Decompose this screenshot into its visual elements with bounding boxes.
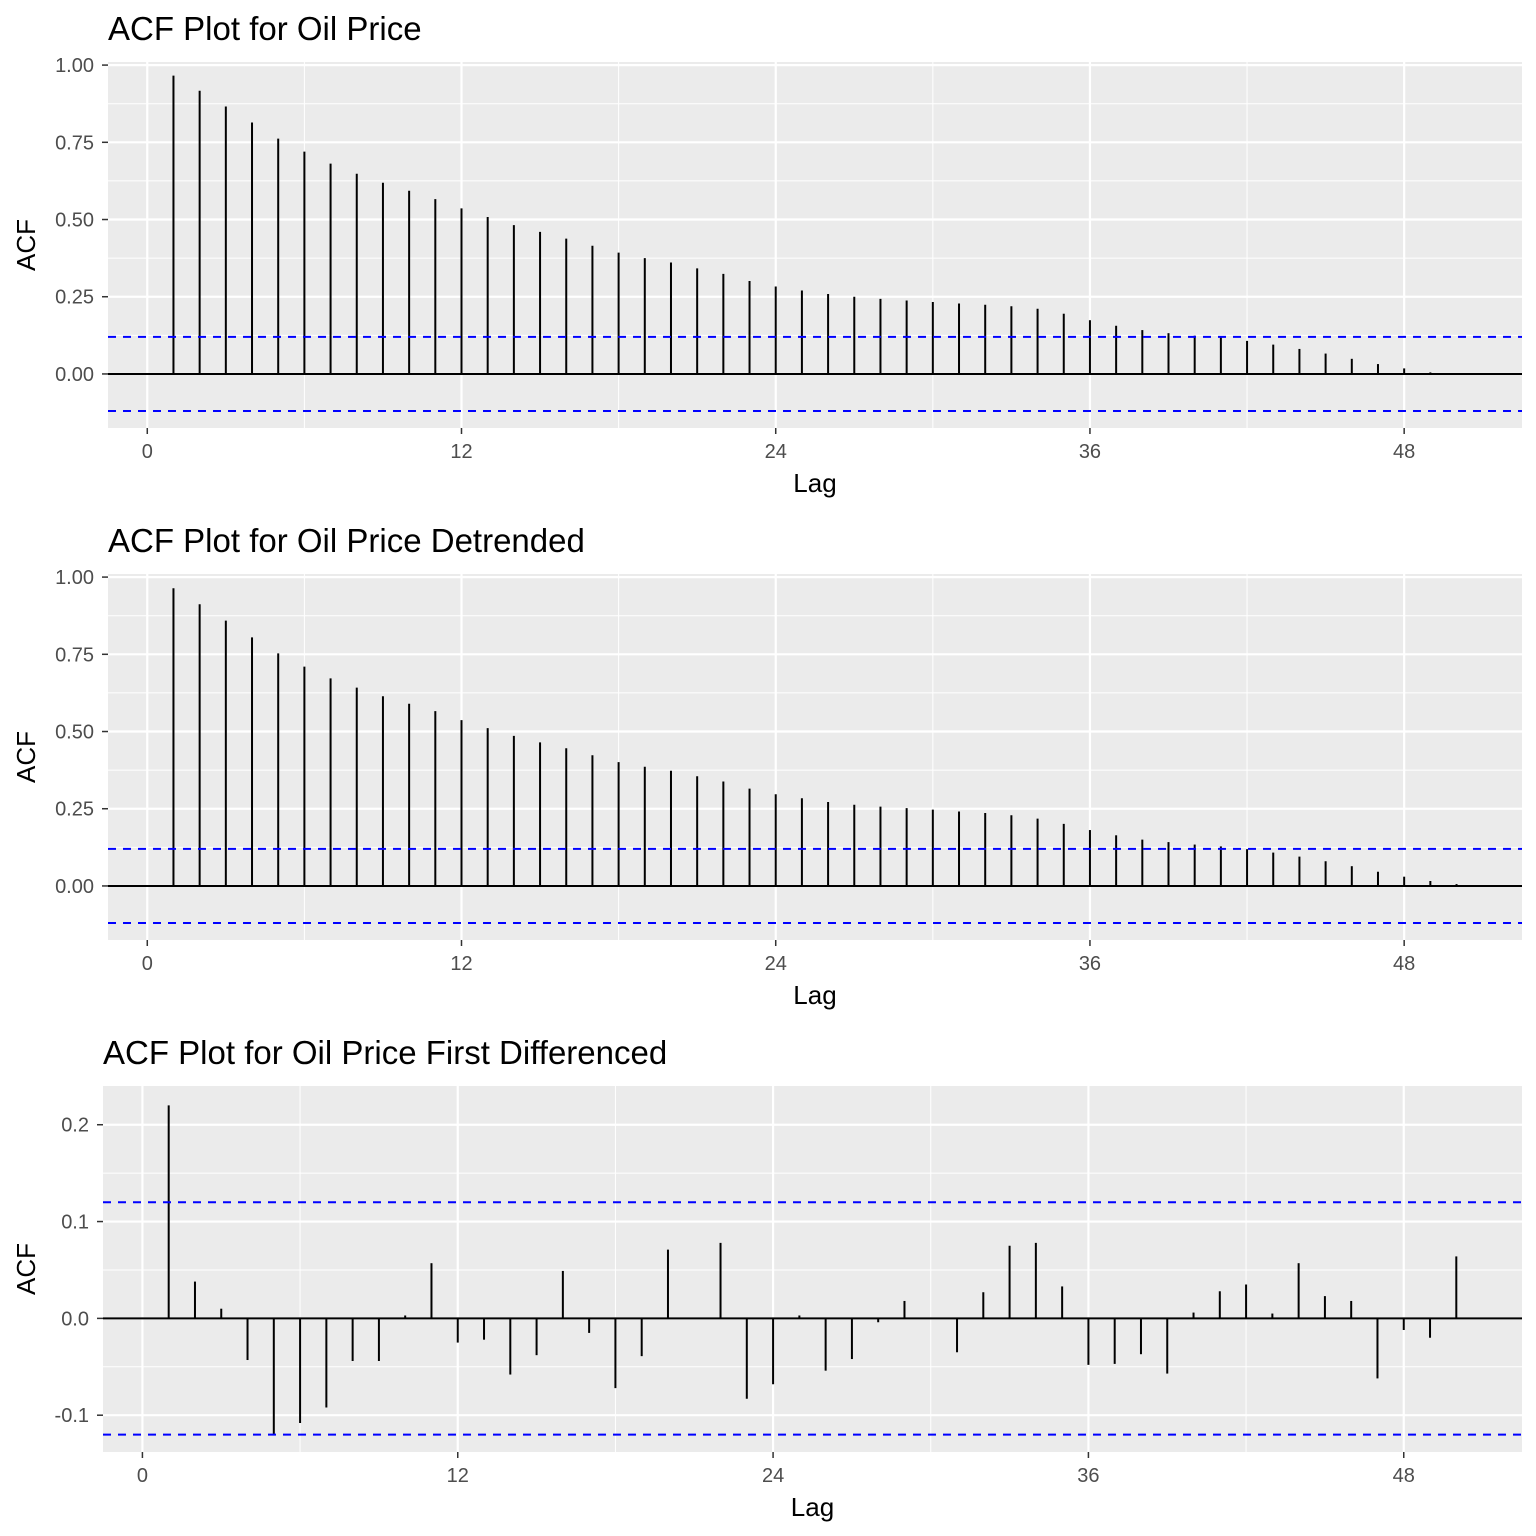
x-tick-label: 48 — [1393, 953, 1415, 975]
y-tick-label: -0.1 — [55, 1405, 89, 1427]
x-tick-label: 48 — [1393, 441, 1415, 463]
x-tick-label: 24 — [765, 441, 787, 463]
plot-background — [103, 1086, 1522, 1452]
chart-title: ACF Plot for Oil Price — [108, 10, 422, 47]
y-tick-label: 0.50 — [55, 210, 94, 232]
x-axis-label: Lag — [791, 1492, 834, 1522]
chart-title: ACF Plot for Oil Price Detrended — [108, 522, 585, 559]
y-tick-label: 0.25 — [55, 287, 94, 309]
acf-panel-oil-price: 0.00 0.25 0.50 0.75 1.00 0 12 24 36 48 ACF Plot fo… — [11, 10, 1522, 498]
y-tick-label: 0.1 — [61, 1212, 89, 1234]
chart-title: ACF Plot for Oil Price First Differenced — [103, 1034, 667, 1071]
x-tick-label: 24 — [762, 1465, 784, 1487]
y-axis-label: ACF — [11, 1243, 41, 1295]
acf-panel-oil-price-detrended: 0.00 0.25 0.50 0.75 1.00 0 12 24 36 48 ACF Plot fo… — [11, 522, 1522, 1010]
y-tick-label: 0.25 — [55, 799, 94, 821]
x-tick-label: 12 — [450, 953, 472, 975]
y-tick-label: 0.75 — [55, 644, 94, 666]
x-tick-label: 36 — [1079, 953, 1101, 975]
x-tick-label: 0 — [137, 1465, 148, 1487]
y-tick-label: 0.2 — [61, 1115, 89, 1137]
acf-panel-oil-price-first-differenced: -0.1 0.0 0.1 0.2 0 12 24 36 48 ACF Plot for Oil P… — [11, 1034, 1522, 1522]
y-tick-label: 1.00 — [55, 55, 94, 77]
y-tick-label: 1.00 — [55, 567, 94, 589]
x-tick-label: 48 — [1393, 1465, 1415, 1487]
x-axis-label: Lag — [793, 980, 836, 1010]
y-axis-label: ACF — [11, 731, 41, 783]
plot-background — [108, 62, 1522, 428]
y-tick-label: 0.50 — [55, 722, 94, 744]
x-tick-label: 12 — [450, 441, 472, 463]
y-tick-label: 0.75 — [55, 132, 94, 154]
x-axis-label: Lag — [793, 468, 836, 498]
x-tick-label: 12 — [447, 1465, 469, 1487]
y-tick-label: 0.00 — [55, 364, 94, 386]
y-axis-label: ACF — [11, 219, 41, 271]
x-tick-label: 36 — [1077, 1465, 1099, 1487]
x-tick-label: 24 — [765, 953, 787, 975]
x-tick-label: 0 — [142, 441, 153, 463]
x-tick-label: 0 — [142, 953, 153, 975]
x-tick-label: 36 — [1079, 441, 1101, 463]
y-tick-label: 0.0 — [61, 1308, 89, 1330]
plot-background — [108, 574, 1522, 940]
y-tick-label: 0.00 — [55, 876, 94, 898]
